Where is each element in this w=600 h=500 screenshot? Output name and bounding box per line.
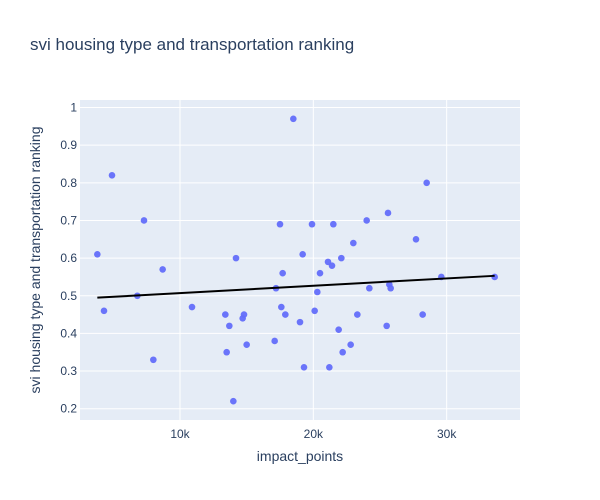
trendline (97, 274, 495, 299)
y-tick-label: 1 (70, 101, 77, 115)
data-point (299, 251, 306, 258)
data-point (276, 220, 284, 228)
x-tick-label: 20k (304, 427, 324, 441)
chart-title: svi housing type and transportation rank… (30, 35, 354, 54)
data-point (419, 311, 426, 318)
data-point (354, 311, 361, 318)
data-point (326, 363, 333, 371)
data-point (278, 303, 285, 311)
data-point (296, 318, 304, 326)
data-point (150, 356, 157, 364)
data-point (330, 220, 337, 228)
data-point (339, 348, 346, 356)
y-tick-label: 0.5 (60, 289, 77, 303)
x-tick-label: 30k (437, 427, 457, 441)
data-point (328, 262, 336, 269)
y-tick-label: 0.6 (60, 251, 77, 265)
y-axis-ticks: 0.2 0.3 0.4 0.5 0.6 0.7 0.8 0.9 1 (60, 101, 77, 416)
data-point (222, 311, 229, 318)
data-point (347, 341, 354, 349)
data-point (232, 254, 240, 262)
y-tick-label: 0.8 (60, 176, 77, 190)
data-point (240, 311, 248, 318)
data-point (363, 217, 370, 224)
data-point (314, 288, 321, 296)
plot-area (80, 100, 520, 420)
data-point (350, 239, 357, 247)
data-point (159, 266, 166, 273)
data-point (383, 322, 390, 330)
data-point (311, 307, 318, 315)
data-point (316, 269, 324, 277)
data-point (108, 171, 116, 179)
grid-lines (80, 100, 520, 420)
data-point (300, 363, 308, 371)
data-point (290, 115, 297, 123)
data-point (387, 284, 394, 292)
data-point (223, 348, 230, 356)
data-point (100, 307, 108, 315)
data-point (366, 284, 373, 292)
data-point (226, 322, 233, 330)
x-axis-title: impact_points (257, 448, 343, 464)
y-tick-label: 0.3 (60, 364, 77, 378)
data-point (412, 235, 420, 243)
data-point (188, 303, 196, 311)
data-point (271, 337, 278, 345)
y-tick-label: 0.9 (60, 138, 77, 152)
data-point (279, 269, 286, 277)
y-axis-title: svi housing type and transportation rank… (27, 127, 43, 394)
data-point (384, 209, 392, 217)
data-point (308, 220, 316, 228)
data-point (140, 217, 148, 224)
y-tick-label: 0.4 (60, 326, 77, 340)
y-tick-label: 0.7 (60, 213, 77, 227)
data-point (491, 273, 498, 281)
data-point (230, 397, 237, 405)
data-point (243, 341, 250, 349)
data-point (94, 251, 101, 258)
data-point (282, 311, 289, 318)
y-tick-label: 0.2 (60, 402, 77, 416)
data-point (423, 179, 430, 187)
data-point (338, 254, 345, 262)
data-point (335, 326, 342, 333)
x-axis-ticks: 10k 20k 30k (170, 427, 457, 441)
x-tick-label: 10k (170, 427, 190, 441)
